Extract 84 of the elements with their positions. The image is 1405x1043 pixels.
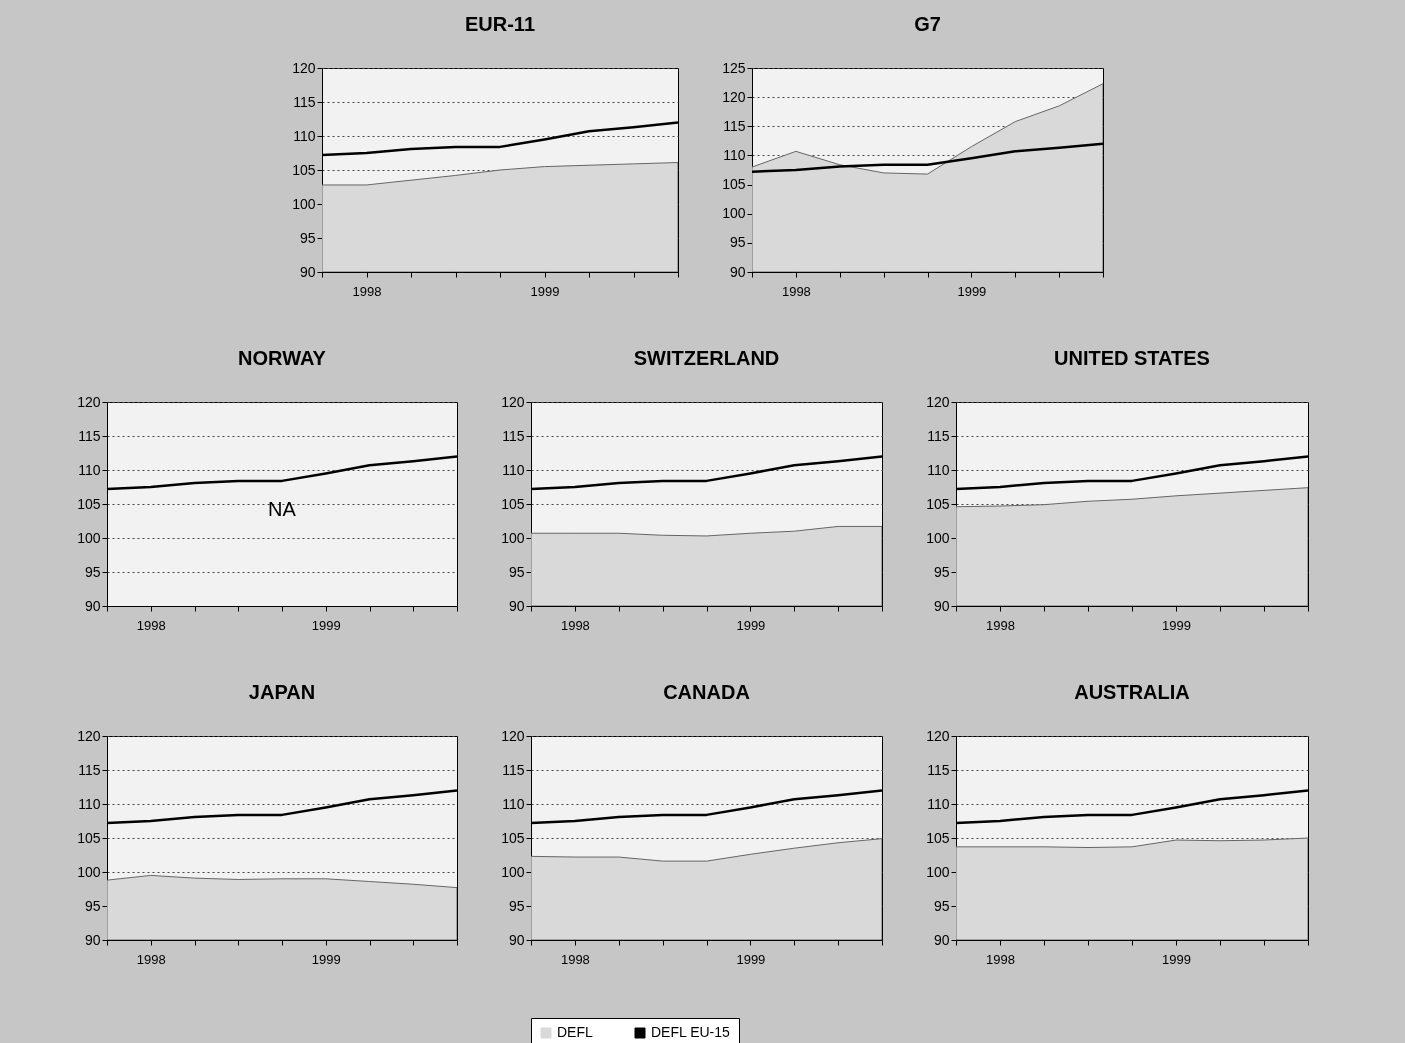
x-tick-label: 1998: [136, 951, 166, 967]
y-tick-label: 100: [292, 195, 316, 212]
chart-title: AUSTRALIA: [1074, 681, 1190, 703]
y-tick-label: 105: [77, 829, 101, 846]
x-tick-label: 1999: [311, 951, 341, 967]
x-tick-label: 1998: [986, 617, 1015, 633]
y-tick-label: 105: [926, 829, 950, 846]
chart-title: G7: [914, 13, 941, 35]
y-tick-label: 115: [502, 761, 525, 778]
y-tick-label: 95: [299, 229, 316, 246]
x-tick-label: 1998: [352, 283, 382, 299]
x-tick-label: 1999: [957, 283, 987, 299]
y-tick-label: 95: [508, 897, 525, 914]
legend-label: DEFL: [557, 1024, 593, 1040]
y-tick-label: 120: [292, 59, 316, 76]
y-tick-label: 90: [508, 597, 525, 614]
y-tick-label: 120: [501, 393, 525, 410]
y-tick-label: 125: [722, 59, 746, 76]
chart-title: NORWAY: [238, 347, 327, 369]
y-tick-label: 95: [933, 897, 950, 914]
y-tick-label: 120: [77, 727, 101, 744]
y-tick-label: 115: [78, 761, 101, 778]
y-tick-label: 105: [926, 495, 950, 512]
x-tick-label: 1999: [311, 617, 341, 633]
y-tick-label: 100: [501, 863, 525, 880]
y-tick-label: 95: [84, 897, 101, 914]
y-tick-label: 105: [722, 176, 746, 193]
y-tick-label: 95: [508, 563, 525, 580]
chart-title: SWITZERLAND: [633, 347, 780, 369]
y-tick-label: 100: [77, 529, 101, 546]
y-tick-label: 100: [722, 205, 746, 222]
x-tick-label: 1998: [136, 617, 166, 633]
y-tick-label: 95: [729, 234, 746, 251]
chart-title: EUR-11: [464, 13, 536, 35]
y-tick-label: 90: [299, 263, 316, 280]
annotation: NA: [268, 498, 297, 521]
legend-label: DEFL EU-15: [651, 1024, 731, 1040]
y-tick-label: 90: [508, 931, 525, 948]
x-tick-label: 1999: [1162, 951, 1191, 967]
y-tick-label: 115: [78, 427, 101, 444]
y-tick-label: 115: [723, 117, 746, 134]
y-tick-label: 105: [77, 495, 101, 512]
y-tick-label: 120: [926, 393, 950, 410]
y-tick-label: 100: [77, 863, 101, 880]
y-tick-label: 110: [502, 461, 525, 478]
y-tick-label: 115: [927, 761, 950, 778]
y-tick-label: 100: [926, 863, 950, 880]
y-tick-label: 105: [501, 495, 525, 512]
y-tick-label: 110: [927, 795, 950, 812]
y-tick-label: 115: [927, 427, 950, 444]
y-tick-label: 110: [78, 461, 101, 478]
y-tick-label: 110: [502, 795, 525, 812]
y-tick-label: 110: [927, 461, 950, 478]
chart-title: CANADA: [663, 681, 750, 703]
x-tick-label: 1999: [736, 951, 766, 967]
y-tick-label: 115: [502, 427, 525, 444]
x-tick-label: 1998: [781, 283, 811, 299]
x-tick-label: 1999: [736, 617, 766, 633]
chart-title: JAPAN: [248, 681, 316, 703]
y-tick-label: 110: [78, 795, 101, 812]
x-tick-label: 1998: [986, 951, 1015, 967]
y-tick-label: 100: [501, 529, 525, 546]
y-tick-label: 105: [292, 161, 316, 178]
y-tick-label: 90: [84, 597, 101, 614]
y-tick-label: 105: [501, 829, 525, 846]
y-tick-label: 90: [84, 931, 101, 948]
x-tick-label: 1999: [530, 283, 560, 299]
y-tick-label: 120: [77, 393, 101, 410]
y-tick-label: 120: [501, 727, 525, 744]
x-tick-label: 1999: [1162, 617, 1191, 633]
y-tick-label: 95: [84, 563, 101, 580]
y-tick-label: 110: [723, 146, 746, 163]
y-tick-label: 95: [933, 563, 950, 580]
y-tick-label: 120: [926, 727, 950, 744]
y-tick-label: 90: [933, 931, 950, 948]
chart-title: UNITED STATES: [1054, 347, 1210, 369]
x-tick-label: 1998: [560, 617, 590, 633]
y-tick-label: 90: [729, 263, 746, 280]
y-tick-label: 115: [293, 93, 316, 110]
y-tick-label: 120: [722, 88, 746, 105]
x-tick-label: 1998: [560, 951, 590, 967]
y-tick-label: 110: [293, 127, 316, 144]
y-tick-label: 90: [933, 597, 950, 614]
y-tick-label: 100: [926, 529, 950, 546]
